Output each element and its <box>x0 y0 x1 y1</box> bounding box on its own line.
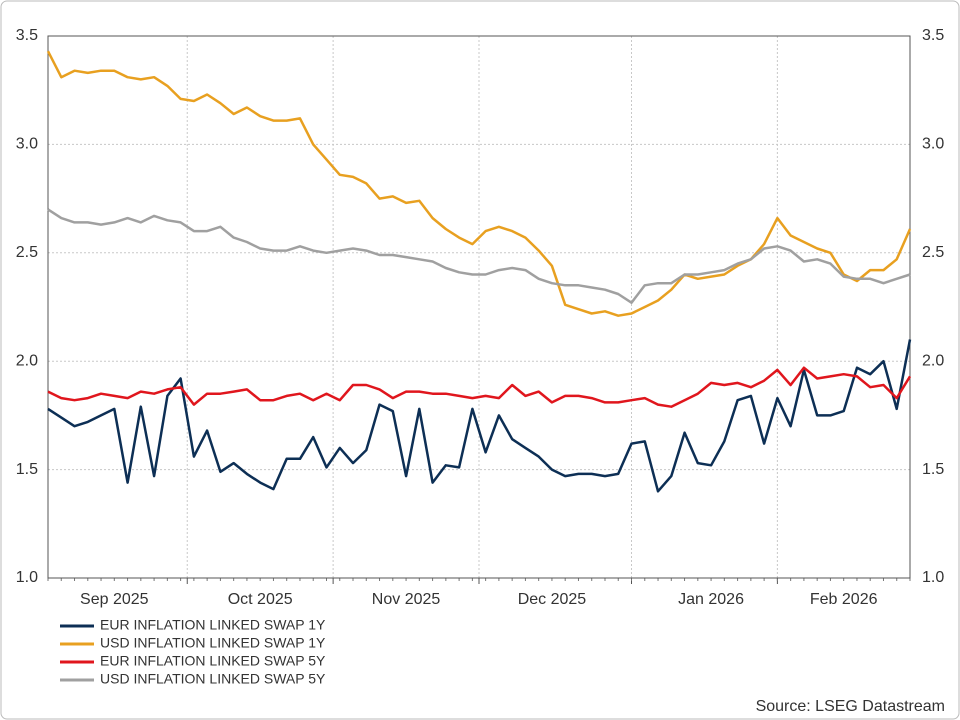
series-line <box>47 208 911 304</box>
y-tick-label: 2.0 <box>16 352 38 369</box>
y2-tick-label: 3.0 <box>922 136 944 153</box>
series-line <box>47 366 912 408</box>
y-tick-label: 3.0 <box>16 136 38 153</box>
x-tick-label: Nov 2025 <box>372 591 441 608</box>
legend-label: EUR INFLATION LINKED SWAP 5Y <box>100 653 326 669</box>
y-tick-label: 3.5 <box>16 27 38 44</box>
legend-label: USD INFLATION LINKED SWAP 5Y <box>100 671 326 687</box>
legend-label: EUR INFLATION LINKED SWAP 1Y <box>100 617 326 633</box>
x-tick-label: Sep 2025 <box>80 591 149 608</box>
x-tick-label: Dec 2025 <box>518 591 587 608</box>
y-tick-label: 2.5 <box>16 244 38 261</box>
x-tick-label: Jan 2026 <box>678 591 744 608</box>
series-line <box>47 339 912 493</box>
y-tick-label: 1.0 <box>16 569 38 586</box>
y2-tick-label: 2.5 <box>922 244 944 261</box>
y-tick-label: 1.5 <box>16 461 38 478</box>
y2-tick-label: 3.5 <box>922 27 944 44</box>
source-note: Source: LSEG Datastream <box>756 698 945 715</box>
series-line <box>46 50 912 317</box>
y2-tick-label: 1.0 <box>922 569 944 586</box>
x-tick-label: Oct 2025 <box>228 591 293 608</box>
legend-label: USD INFLATION LINKED SWAP 1Y <box>100 635 326 651</box>
y2-tick-label: 2.0 <box>922 352 944 369</box>
plot-border <box>47 35 911 579</box>
x-tick-label: Feb 2026 <box>810 591 878 608</box>
y2-tick-label: 1.5 <box>922 461 944 478</box>
